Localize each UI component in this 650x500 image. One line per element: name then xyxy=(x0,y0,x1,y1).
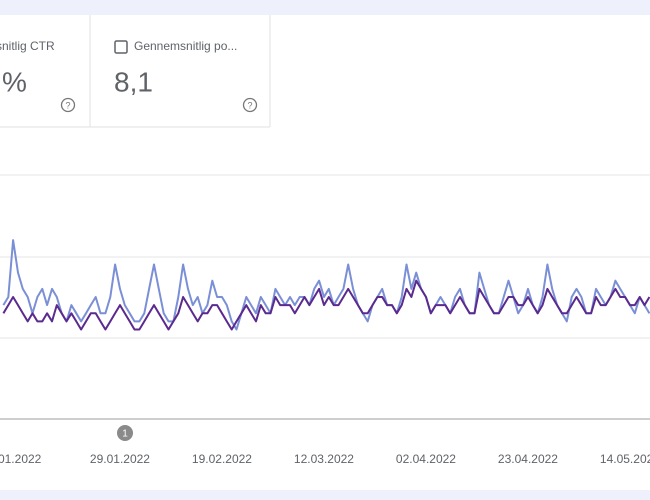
x-tick-label: 19.02.2022 xyxy=(192,452,252,466)
annotation-label: 1 xyxy=(122,429,128,440)
help-icon[interactable]: ? xyxy=(60,97,76,113)
card-title: snitlig CTR xyxy=(0,39,55,53)
series-line xyxy=(2,239,650,331)
help-icon[interactable]: ? xyxy=(242,97,258,113)
x-tick-label: 29.01.2022 xyxy=(90,452,150,466)
x-tick-label: .01.2022 xyxy=(0,452,42,466)
top-band xyxy=(0,0,650,15)
card-title: Gennemsnitlig po... xyxy=(134,39,237,53)
svg-text:?: ? xyxy=(65,100,70,110)
x-tick-label: 12.03.2022 xyxy=(294,452,354,466)
svg-text:?: ? xyxy=(247,100,252,110)
x-tick-label: 23.04.2022 xyxy=(498,452,558,466)
bottom-band xyxy=(0,490,650,500)
checkbox[interactable] xyxy=(114,40,128,54)
x-tick-label: 02.04.2022 xyxy=(396,452,456,466)
annotation-marker[interactable]: 1 xyxy=(117,425,133,441)
card-value: % xyxy=(2,66,27,97)
series-line xyxy=(2,279,650,331)
card-value: 8,1 xyxy=(114,66,153,97)
x-tick-label: 14.05.2022 xyxy=(600,452,650,466)
